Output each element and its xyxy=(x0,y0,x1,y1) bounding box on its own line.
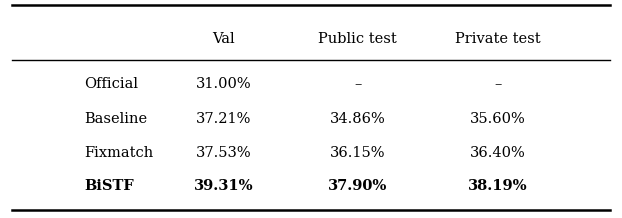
Text: 31.00%: 31.00% xyxy=(196,77,252,91)
Text: Val: Val xyxy=(213,32,235,46)
Text: 37.53%: 37.53% xyxy=(196,146,252,160)
Text: 35.60%: 35.60% xyxy=(470,112,526,126)
Text: –: – xyxy=(354,77,361,91)
Text: 39.31%: 39.31% xyxy=(194,179,254,193)
Text: 38.19%: 38.19% xyxy=(468,179,527,193)
Text: 36.40%: 36.40% xyxy=(470,146,526,160)
Text: 37.90%: 37.90% xyxy=(328,179,388,193)
Text: Fixmatch: Fixmatch xyxy=(84,146,153,160)
Text: Public test: Public test xyxy=(318,32,397,46)
Text: Private test: Private test xyxy=(455,32,541,46)
Text: Official: Official xyxy=(84,77,138,91)
Text: 36.15%: 36.15% xyxy=(330,146,386,160)
Text: Baseline: Baseline xyxy=(84,112,147,126)
Text: 34.86%: 34.86% xyxy=(330,112,386,126)
Text: –: – xyxy=(494,77,501,91)
Text: 37.21%: 37.21% xyxy=(196,112,252,126)
Text: BiSTF: BiSTF xyxy=(84,179,134,193)
